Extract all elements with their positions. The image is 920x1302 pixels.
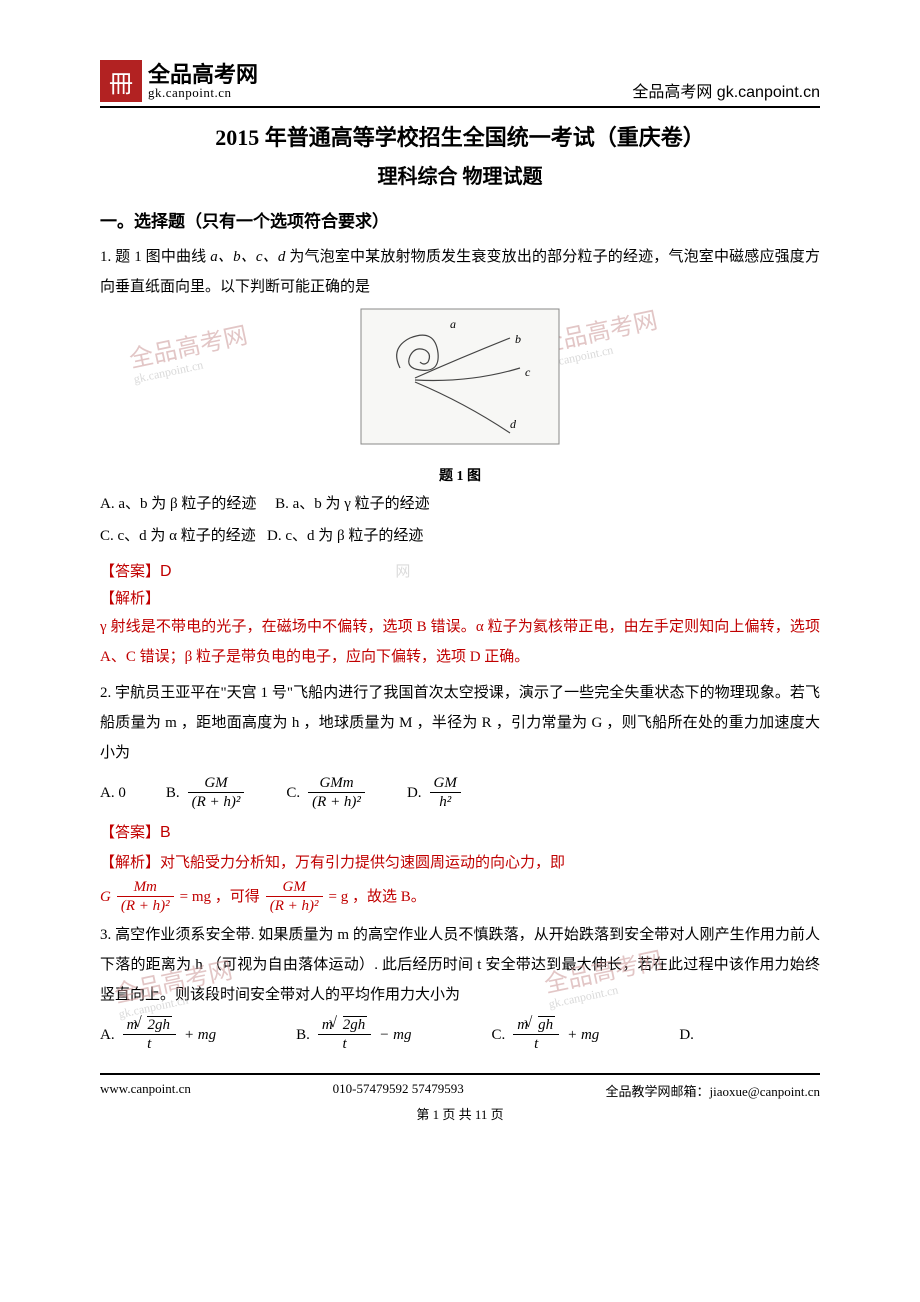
logo-cn: 全品高考网 — [148, 64, 258, 86]
q3-optA-label: A. — [100, 1027, 115, 1044]
footer-left: www.canpoint.cn — [100, 1081, 191, 1100]
q3-optA-tail: + mg — [184, 1027, 216, 1044]
q1-stem: 1. 题 1 图中曲线 a、b、c、d 为气泡室中某放射物质发生衰变放出的部分粒… — [100, 242, 820, 302]
q1-analysis-text: γ 射线是不带电的光子，在磁场中不偏转，选项 B 错误。α 粒子为氦核带正电，由… — [100, 612, 820, 672]
q2-eq-left-frac: Mm (R + h)² — [117, 878, 174, 917]
q2-answer-letter: B — [160, 824, 171, 841]
q2-optC: C. GMm (R + h)² — [286, 774, 367, 813]
q1-options-row1: A. a、b 为 β 粒子的经迹 B. a、b 为 γ 粒子的经迹 — [100, 489, 820, 521]
q2-stem: 2. 宇航员王亚平在"天宫 1 号"飞船内进行了我国首次太空授课，演示了一些完全… — [100, 678, 820, 768]
q3-optC-tail: + mg — [567, 1027, 599, 1044]
q3-optC-sqrt: gh — [538, 1016, 555, 1033]
q3-optA: A. m2gh t + mg — [100, 1016, 216, 1055]
q1-answer-letter: D — [160, 563, 172, 580]
q2-optB-num: GM — [188, 774, 245, 793]
q3-optB-sqrt: 2gh — [343, 1016, 368, 1033]
q2-optD-num: GM — [430, 774, 461, 793]
q1-figure: a b c d 题 1 图 — [100, 308, 820, 485]
fig-label-b: b — [515, 332, 521, 346]
q1-figure-svg: a b c d — [360, 308, 560, 458]
q2-eq-right-num: GM — [266, 878, 323, 897]
page-footer: www.canpoint.cn 010-57479592 57479593 全品… — [100, 1073, 820, 1100]
q2-answer-label: 【答案】 — [100, 825, 160, 841]
q2-answer: 【答案】B — [100, 821, 820, 842]
q3-optB-den: t — [318, 1035, 371, 1055]
q3-stem: 3. 高空作业须系安全带. 如果质量为 m 的高空作业人员不慎跌落，从开始跌落到… — [100, 920, 820, 1010]
q1-figure-caption: 题 1 图 — [100, 465, 820, 485]
q2-optB-label: B. — [166, 785, 180, 802]
small-wm-icon-1: 网 — [395, 560, 423, 580]
q1-answer: 【答案】D 网 — [100, 560, 820, 581]
q3-optB-tail: − mg — [379, 1027, 411, 1044]
q2-eq-left-num: Mm — [117, 878, 174, 897]
fig-label-c: c — [525, 365, 531, 379]
q3-optB-num: m2gh — [318, 1016, 371, 1035]
q2-analysis: 【解析】对飞船受力分析知，万有引力提供匀速圆周运动的向心力，即 — [100, 848, 820, 878]
q3-options: A. m2gh t + mg B. m2gh t − mg C. mgh t +… — [100, 1016, 820, 1055]
q2-eq-right-frac: GM (R + h)² — [266, 878, 323, 917]
q2-optC-label: C. — [286, 785, 300, 802]
fig-label-d: d — [510, 417, 517, 431]
page-header: 冊 全品高考网 gk.canpoint.cn 全品高考网 gk.canpoint… — [100, 60, 820, 108]
q1-optB: B. a、b 为 γ 粒子的经迹 — [275, 496, 430, 512]
q3-optC-label: C. — [491, 1027, 505, 1044]
q1-optD: D. c、d 为 β 粒子的经迹 — [267, 528, 423, 544]
logo-icon: 冊 — [100, 60, 142, 102]
q1-analysis-label: 【解析】 — [100, 587, 820, 608]
q3-optB: B. m2gh t − mg — [296, 1016, 411, 1055]
q3-optA-sqrt: 2gh — [147, 1016, 172, 1033]
footer-right-email: jiaoxue@canpoint.cn — [709, 1084, 820, 1099]
footer-right: 全品教学网邮箱：jiaoxue@canpoint.cn — [605, 1081, 820, 1100]
q2-equation: G Mm (R + h)² = mg ，可得 GM (R + h)² = g ，… — [100, 878, 820, 917]
page-number: 第 1 页 共 11 页 — [100, 1104, 820, 1123]
q1-options-row2: C. c、d 为 α 粒子的经迹 D. c、d 为 β 粒子的经迹 — [100, 521, 820, 553]
q2-eq-G: G — [100, 882, 111, 912]
q2-optA-label: A. 0 — [100, 785, 126, 802]
section-heading: 一。选择题（只有一个选项符合要求） — [100, 207, 820, 232]
q3-optA-den: t — [123, 1035, 176, 1055]
q2-eq-left-den: (R + h)² — [117, 897, 174, 917]
q2-optC-frac: GMm (R + h)² — [308, 774, 365, 813]
q2-eq-right-den: (R + h)² — [266, 897, 323, 917]
q2-optA: A. 0 — [100, 785, 126, 802]
logo-en: gk.canpoint.cn — [148, 86, 258, 99]
q2-options: A. 0 B. GM (R + h)² C. GMm (R + h)² D. G… — [100, 774, 820, 813]
footer-right-label: 全品教学网邮箱： — [605, 1084, 709, 1099]
q2-eq-mid: = mg ，可得 — [180, 882, 260, 912]
fig-label-a: a — [450, 317, 456, 331]
q1-stem-a: 1. 题 1 图中曲线 — [100, 249, 210, 265]
title-sub: 理科综合 物理试题 — [100, 160, 820, 189]
q1-answer-label: 【答案】 — [100, 564, 160, 580]
q2-eq-tail: = g ，故选 B。 — [329, 882, 426, 912]
q1-optA: A. a、b 为 β 粒子的经迹 — [100, 496, 256, 512]
footer-center: 010-57479592 57479593 — [333, 1081, 464, 1100]
q3-optA-num: m2gh — [123, 1016, 176, 1035]
q2-optD-frac: GM h² — [430, 774, 461, 813]
q2-optD: D. GM h² — [407, 774, 463, 813]
logo-text: 全品高考网 gk.canpoint.cn — [148, 64, 258, 99]
q3-optA-frac: m2gh t — [123, 1016, 176, 1055]
q1-vars: a、b、c、d — [210, 249, 285, 265]
title-main: 2015 年普通高等学校招生全国统一考试（重庆卷） — [100, 120, 820, 152]
q3-optB-label: B. — [296, 1027, 310, 1044]
q2-analysis-prefix: 【解析】对飞船受力分析知，万有引力提供匀速圆周运动的向心力，即 — [100, 855, 565, 871]
q3-optC: C. mgh t + mg — [491, 1016, 599, 1055]
q3-optC-frac: mgh t — [513, 1016, 559, 1055]
q2-optD-label: D. — [407, 785, 422, 802]
q2-optC-den: (R + h)² — [308, 793, 365, 813]
q1-optC: C. c、d 为 α 粒子的经迹 — [100, 528, 256, 544]
q2-optB-frac: GM (R + h)² — [188, 774, 245, 813]
q2-optC-num: GMm — [308, 774, 365, 793]
q2-optD-den: h² — [430, 793, 461, 813]
q2-optB-den: (R + h)² — [188, 793, 245, 813]
q3-optB-frac: m2gh t — [318, 1016, 371, 1055]
q3-optC-num: mgh — [513, 1016, 559, 1035]
logo-block: 冊 全品高考网 gk.canpoint.cn — [100, 60, 258, 102]
q3-optC-den: t — [513, 1035, 559, 1055]
header-right-text: 全品高考网 gk.canpoint.cn — [632, 78, 820, 102]
q3-optD: D. — [679, 1027, 694, 1044]
q3-optD-label: D. — [679, 1027, 694, 1044]
q2-optB: B. GM (R + h)² — [166, 774, 247, 813]
